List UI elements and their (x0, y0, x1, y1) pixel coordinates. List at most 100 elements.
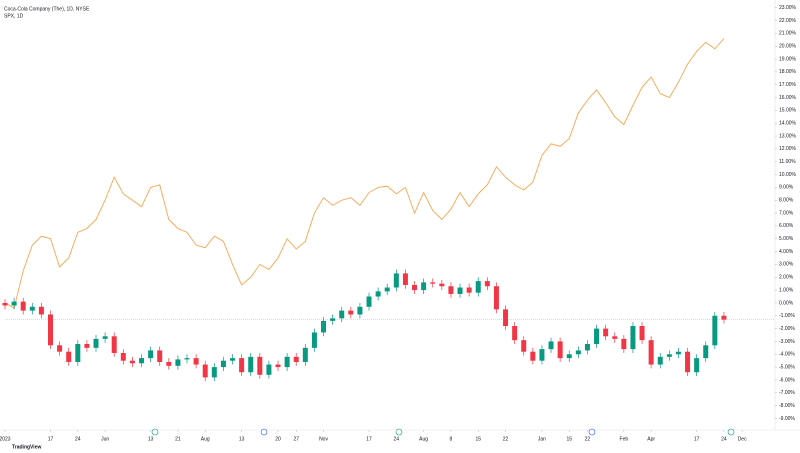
candle-body (139, 358, 145, 364)
y-tick-label: 17.00% (779, 82, 797, 88)
y-tick-label: 19.00% (779, 56, 797, 62)
candle-body (457, 287, 463, 294)
y-tick-label: -6.00% (779, 377, 795, 383)
candle-body (129, 360, 135, 364)
candle-body (339, 310, 345, 319)
candle-body (402, 273, 408, 285)
x-tick-label: 13 (148, 436, 154, 442)
x-tick-label: Aug (201, 436, 210, 442)
candle-body (412, 284, 418, 291)
y-tick-label: -3.00% (779, 339, 795, 345)
x-tick-label: 2023 (0, 436, 11, 442)
candle-body (193, 358, 199, 365)
candle-body (330, 318, 336, 321)
y-tick-label: 14.00% (779, 121, 797, 127)
candle-body (175, 359, 181, 366)
candle-body (439, 283, 445, 287)
candle-body (302, 347, 308, 362)
candle-body (512, 326, 518, 341)
candle-body (566, 354, 572, 359)
candle-body (721, 315, 727, 320)
candle-body (275, 364, 281, 368)
y-tick-label: -8.00% (779, 403, 795, 409)
candle-body (666, 354, 672, 357)
x-tick-label: Jun (101, 436, 109, 442)
candle-body (694, 358, 700, 373)
candle-body (93, 338, 99, 348)
candle-body (348, 310, 354, 315)
event-icon[interactable] (395, 428, 403, 436)
candle-body (575, 350, 581, 355)
y-tick-label: 13.00% (779, 133, 797, 139)
events (151, 428, 735, 436)
candle-body (530, 351, 536, 361)
candle-body (102, 336, 108, 339)
candle-body (111, 336, 117, 353)
candle-body (48, 314, 54, 346)
x-tick-label: 15 (475, 436, 481, 442)
candle-body (612, 336, 618, 339)
x-tick-label: 8 (450, 436, 453, 442)
candle-body (484, 281, 490, 287)
candle-body (230, 358, 236, 361)
event-icon[interactable] (260, 428, 268, 436)
x-tick-label: 21 (175, 436, 181, 442)
candle-body (2, 302, 8, 306)
candle-body (211, 367, 217, 378)
y-tick-label: -7.00% (779, 390, 795, 396)
candle-body (603, 328, 609, 337)
candle-body (148, 350, 154, 359)
candle-body (293, 356, 299, 362)
y-tick-label: -2.00% (779, 326, 795, 332)
candle-body (594, 328, 600, 344)
candle-body (675, 351, 681, 355)
candle-body (384, 287, 390, 292)
y-tick-label: 4.00% (779, 249, 794, 255)
y-tick-label: -4.00% (779, 352, 795, 358)
x-tick-label: 17 (366, 436, 372, 442)
y-tick-label: 18.00% (779, 69, 797, 75)
event-icon[interactable] (727, 428, 735, 436)
x-tick-label: 22 (585, 436, 591, 442)
candle-body (493, 286, 499, 310)
x-tick-label: 27 (293, 436, 299, 442)
candle-body (712, 315, 718, 346)
candle-body (421, 282, 427, 291)
y-tick-label: 6.00% (779, 223, 794, 229)
candle-body (430, 282, 436, 284)
x-tick-label: Feb (620, 436, 629, 442)
candle-body (557, 341, 563, 359)
candle-body (284, 356, 290, 368)
chart-title: Coca-Cola Company (The), 1D, NYSE (4, 6, 90, 12)
candle-body (366, 296, 372, 307)
y-tick-label: 8.00% (779, 198, 794, 204)
y-tick-label: 20.00% (779, 44, 797, 50)
candle-body (657, 356, 663, 365)
candle-body (621, 338, 627, 350)
candle-body (503, 309, 509, 327)
candle-body (466, 287, 472, 293)
y-tick-label: 10.00% (779, 172, 797, 178)
y-tick-label: 23.00% (779, 5, 797, 11)
candle-body (548, 341, 554, 350)
candle-body (202, 364, 208, 378)
event-icon[interactable] (151, 428, 159, 436)
candle-body (584, 344, 590, 351)
candle-body (29, 306, 35, 311)
chart-subtitle: SPX, 1D (4, 13, 24, 19)
event-icon[interactable] (588, 428, 596, 436)
x-tick-label: 24 (721, 436, 727, 442)
candle-body (703, 345, 709, 359)
candle-body (321, 320, 327, 333)
candle-body (630, 326, 636, 350)
y-tick-label: 11.00% (779, 159, 796, 165)
y-tick-label: 0.00% (779, 300, 794, 306)
y-tick-label: 16.00% (779, 95, 797, 101)
candle-body (685, 351, 691, 373)
candle-body (311, 332, 317, 348)
candle-body (184, 358, 190, 360)
candle-body (393, 273, 399, 288)
candle-body (38, 306, 44, 315)
candle-body (84, 344, 90, 348)
candle-body (157, 350, 163, 362)
